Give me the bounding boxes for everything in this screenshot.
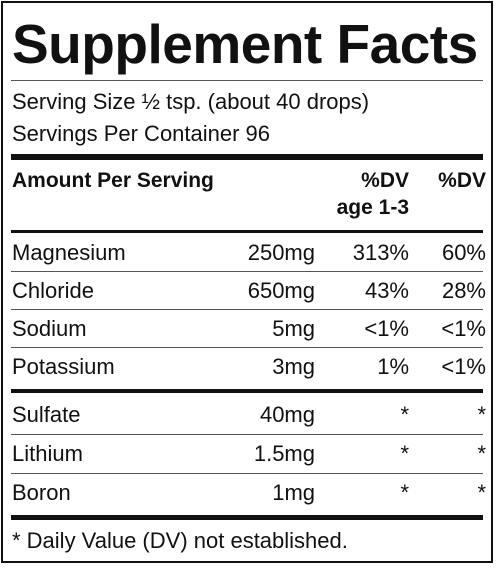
dv-adult-header: %DV (438, 169, 486, 192)
nutrient-name: Lithium (12, 441, 83, 466)
nutrient-name: Chloride (12, 278, 94, 303)
nutrient-dv-adult: <1% (441, 354, 486, 379)
nutrient-amount: 5mg (272, 316, 315, 341)
nutrient-dv-adult: <1% (441, 316, 486, 341)
nutrient-name: Sulfate (12, 402, 81, 427)
row-divider (11, 473, 483, 474)
nutrient-row: Magnesium 250mg 313% 60% (3, 236, 491, 270)
thick-divider (11, 154, 483, 160)
nutrient-dv-adult: 28% (441, 278, 486, 303)
nutrient-amount: 1.5mg (253, 441, 315, 466)
nutrient-name: Boron (12, 480, 71, 505)
nutrient-amount: 40mg (259, 402, 315, 427)
nutrient-row: Sulfate 40mg * * (3, 398, 491, 432)
dv-child-header: %DV (361, 169, 409, 192)
footer-divider (11, 515, 483, 520)
nutrient-row: Sodium 5mg <1% <1% (3, 312, 491, 346)
nutrient-amount: 1mg (272, 480, 315, 505)
amount-per-serving-header: Amount Per Serving (12, 169, 214, 192)
nutrient-dv-adult: * (477, 402, 486, 427)
nutrient-dv-child: 43% (364, 278, 409, 303)
nutrient-name: Potassium (12, 354, 115, 379)
nutrient-dv-child: * (400, 402, 409, 427)
servings-per-container: Servings Per Container 96 (12, 121, 271, 146)
nutrient-row: Potassium 3mg 1% <1% (3, 350, 491, 384)
row-divider (11, 347, 483, 348)
nutrient-amount: 650mg (247, 278, 315, 303)
supplement-facts-panel: Supplement Facts Serving Size ½ tsp. (ab… (1, 1, 493, 563)
nutrient-amount: 3mg (272, 354, 315, 379)
footnote: * Daily Value (DV) not established. (12, 528, 348, 553)
nutrient-dv-adult: 60% (441, 240, 486, 265)
row-divider (11, 309, 483, 310)
dv-child-age-header: age 1-3 (336, 196, 409, 219)
nutrient-dv-child: <1% (364, 316, 409, 341)
nutrient-dv-child: * (400, 441, 409, 466)
nutrient-dv-child: * (400, 480, 409, 505)
nutrient-dv-child: 313% (352, 240, 409, 265)
row-divider (11, 434, 483, 435)
panel-title: Supplement Facts (12, 13, 478, 75)
header-divider (11, 230, 483, 233)
nutrient-dv-adult: * (477, 441, 486, 466)
nutrient-amount: 250mg (247, 240, 315, 265)
nutrient-dv-child: 1% (377, 354, 409, 379)
nutrient-name: Sodium (12, 316, 87, 341)
nutrient-name: Magnesium (12, 240, 126, 265)
nutrient-row: Boron 1mg * * (3, 476, 491, 510)
divider (11, 80, 483, 81)
nutrient-row: Chloride 650mg 43% 28% (3, 274, 491, 308)
section-divider (11, 389, 483, 393)
serving-size: Serving Size ½ tsp. (about 40 drops) (12, 89, 370, 114)
nutrient-row: Lithium 1.5mg * * (3, 437, 491, 471)
row-divider (11, 271, 483, 272)
nutrient-dv-adult: * (477, 480, 486, 505)
